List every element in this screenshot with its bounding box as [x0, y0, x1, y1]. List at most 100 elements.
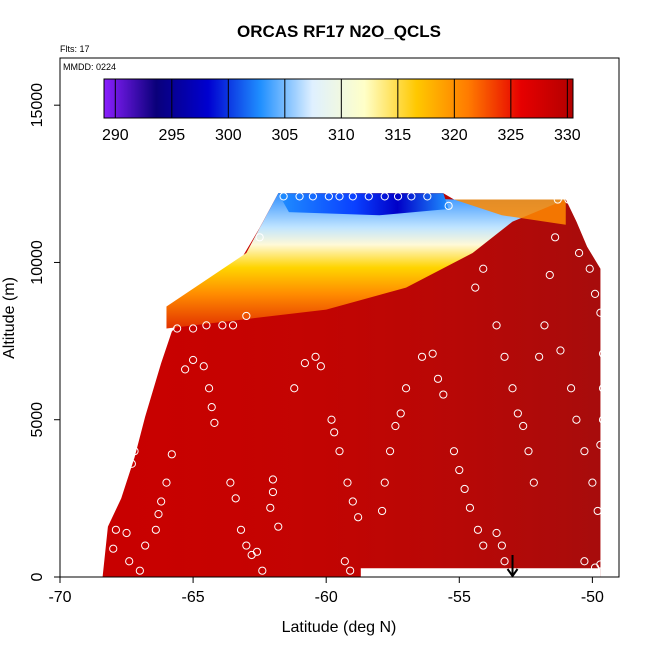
y-axis-label: Altitude (m): [1, 277, 18, 359]
observation-point: [385, 447, 395, 456]
observation-point: [377, 506, 387, 516]
observation-point: [588, 478, 597, 487]
observation-point: [545, 270, 554, 280]
observation-point: [295, 192, 304, 201]
x-tick-label: -65: [182, 589, 205, 606]
colorbar-tick-label: 310: [328, 127, 355, 144]
observation-point: [109, 544, 118, 553]
observation-point: [540, 321, 549, 330]
observation-points: [109, 192, 608, 575]
heatmap-layer: [102, 193, 601, 577]
observation-point: [574, 248, 584, 258]
observation-point: [497, 541, 506, 550]
observation-point: [127, 459, 136, 468]
observation-point: [598, 349, 608, 358]
observation-point: [207, 403, 216, 412]
observation-point: [130, 447, 139, 456]
y-axis: 0 5000 10000 15000: [29, 83, 60, 581]
observation-point: [423, 192, 432, 201]
observation-point: [380, 192, 389, 201]
y-tick-label: 0: [29, 572, 46, 581]
colorbar-tick-label: 305: [271, 127, 298, 144]
observation-point: [157, 497, 166, 506]
observation-point: [401, 384, 411, 393]
observation-point: [258, 566, 267, 575]
observation-point: [596, 440, 605, 449]
observation-point: [500, 352, 509, 361]
observation-point: [364, 192, 373, 201]
x-tick-label: -55: [448, 589, 471, 606]
observation-point: [596, 560, 605, 569]
observation-point: [181, 365, 190, 374]
location-marker: [506, 555, 519, 578]
observation-point: [242, 311, 251, 321]
observation-point: [242, 541, 251, 550]
observation-point: [572, 415, 581, 424]
observation-point: [455, 465, 464, 475]
observation-point: [340, 557, 349, 566]
observation-point: [348, 497, 357, 506]
observation-point: [529, 478, 538, 487]
observation-point: [449, 447, 459, 456]
colorbar-tick-label: 315: [384, 127, 411, 144]
observation-point: [210, 418, 219, 427]
observation-point: [508, 384, 517, 393]
flights-note: Flts: 17: [60, 44, 90, 54]
observation-point: [471, 283, 480, 292]
observation-point: [300, 359, 309, 368]
observation-point: [268, 475, 278, 484]
observation-point: [162, 478, 171, 487]
observation-point: [125, 557, 134, 566]
observation-point: [380, 478, 389, 487]
observation-point: [348, 192, 357, 201]
observation-point: [122, 528, 131, 538]
observation-point: [598, 384, 608, 393]
observation-point: [566, 384, 576, 393]
observation-point: [513, 409, 522, 418]
observation-point: [226, 478, 235, 487]
heatmap-warm-patch: [453, 199, 566, 225]
observation-point: [593, 506, 602, 516]
observation-point: [228, 321, 238, 330]
observation-point: [428, 349, 437, 358]
heatmap-transition-band: [166, 193, 566, 329]
observation-point: [492, 321, 501, 330]
colorbar: MMDD: 0224 290 295 300 305 310 315 320 325 330: [63, 62, 581, 144]
observation-point: [308, 192, 317, 201]
observation-point: [327, 415, 336, 424]
observation-point: [580, 447, 589, 456]
observation-point: [417, 352, 427, 361]
observation-point: [290, 384, 299, 393]
observation-point: [335, 192, 344, 201]
y-tick-label: 10000: [29, 240, 46, 285]
observation-point: [311, 352, 320, 361]
observation-point: [551, 233, 560, 242]
colorbar-tick-label: 320: [441, 127, 468, 144]
colorbar-tick-label: 325: [497, 127, 524, 144]
colorbar-ticks: 290 295 300 305 310 315 320 325 330: [102, 79, 581, 144]
observation-point: [218, 321, 227, 330]
x-tick-label: -70: [48, 589, 71, 606]
observation-point: [590, 289, 600, 299]
observation-point: [316, 362, 325, 371]
colorbar-tick-label: 300: [215, 127, 242, 144]
observation-point: [444, 201, 453, 210]
mmdd-note: MMDD: 0224: [63, 62, 116, 72]
observation-point: [252, 547, 262, 556]
observation-point: [346, 566, 355, 575]
x-tick-label: -50: [581, 589, 604, 606]
chart-title: ORCAS RF17 N2O_QCLS: [237, 22, 441, 41]
y-tick-label: 5000: [29, 402, 46, 438]
observation-point: [330, 428, 339, 437]
observation-point: [154, 509, 163, 519]
observation-point: [596, 308, 605, 317]
colorbar-bar: [103, 78, 574, 119]
observation-point: [535, 352, 544, 361]
colorbar-tick-label: 330: [554, 127, 581, 144]
observation-point: [335, 447, 344, 456]
observation-point: [204, 384, 214, 393]
observation-point: [266, 503, 275, 512]
observation-point: [274, 522, 283, 531]
observation-point: [433, 374, 443, 383]
